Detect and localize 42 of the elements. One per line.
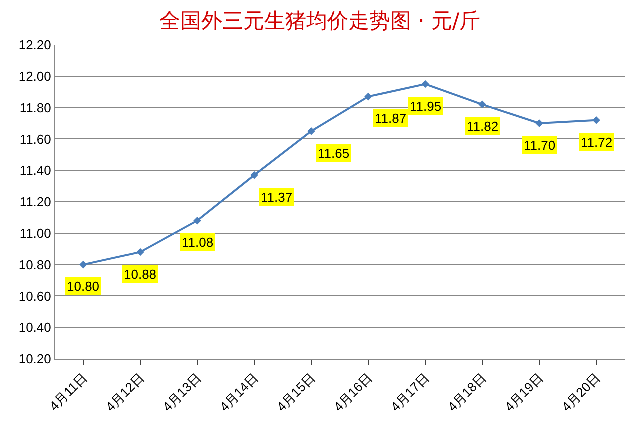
point bbox=[536, 120, 544, 128]
data-label: 11.95 bbox=[410, 99, 442, 114]
point bbox=[308, 127, 316, 136]
chart-title: 全国外三元生猪均价走势图 · 元/斤 bbox=[159, 8, 481, 33]
y-tick-label: 11.00 bbox=[20, 226, 52, 241]
data-label: 11.08 bbox=[182, 235, 214, 250]
data-label: 11.70 bbox=[524, 138, 556, 153]
y-tick-label: 11.80 bbox=[20, 100, 52, 116]
x-tick-label: 4月13日 bbox=[160, 370, 204, 415]
x-tick-label: 4月11日 bbox=[46, 370, 90, 414]
y-tick-label: 12.20 bbox=[18, 38, 52, 53]
y-tick-label: 10.40 bbox=[18, 320, 52, 336]
data-label: 11.37 bbox=[261, 190, 293, 205]
data-label: 10.88 bbox=[124, 267, 157, 282]
x-tick-label: 4月16日 bbox=[330, 370, 376, 415]
point bbox=[478, 100, 486, 109]
point bbox=[364, 92, 372, 101]
point bbox=[194, 216, 202, 225]
x-tick-label: 4月15日 bbox=[274, 370, 318, 415]
y-tick-label: 10.60 bbox=[18, 288, 52, 304]
data-label: 11.72 bbox=[581, 135, 613, 150]
point bbox=[422, 80, 430, 88]
y-tick-label: 12.00 bbox=[18, 68, 52, 84]
x-tick-label: 4月14日 bbox=[216, 370, 262, 415]
y-tick-label: 10.20 bbox=[18, 352, 52, 367]
point bbox=[592, 116, 600, 124]
point bbox=[250, 171, 258, 180]
y-tick-label: 11.20 bbox=[20, 194, 52, 210]
x-tick-label: 4月12日 bbox=[102, 370, 148, 415]
data-label: 11.87 bbox=[375, 111, 407, 126]
x-tick-label: 4月20日 bbox=[558, 370, 604, 415]
x-tick-label: 4月18日 bbox=[444, 370, 490, 415]
point bbox=[136, 248, 144, 256]
x-tick-label: 4月19日 bbox=[502, 370, 546, 415]
y-tick-label: 11.60 bbox=[20, 132, 52, 147]
data-label: 10.80 bbox=[67, 279, 100, 294]
y-tick-label: 10.80 bbox=[18, 257, 52, 272]
data-label: 11.82 bbox=[467, 119, 499, 134]
data-label: 11.65 bbox=[318, 146, 350, 161]
y-tick-label: 11.40 bbox=[20, 163, 52, 178]
point bbox=[80, 260, 88, 269]
x-tick-label: 4月17日 bbox=[388, 370, 432, 415]
